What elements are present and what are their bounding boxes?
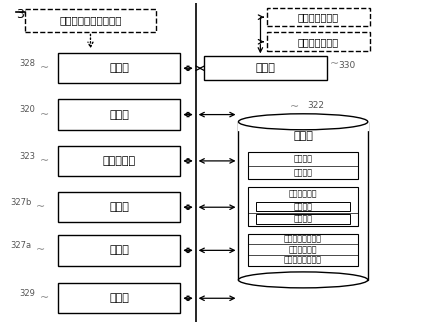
- Text: ~: ~: [40, 110, 49, 120]
- Bar: [248, 187, 358, 226]
- Bar: [248, 152, 358, 179]
- Text: ~: ~: [40, 293, 49, 303]
- Text: 329: 329: [20, 289, 36, 298]
- Bar: [205, 56, 327, 80]
- Text: 外部计算机、外部装置: 外部计算机、外部装置: [59, 15, 122, 25]
- Text: 330: 330: [338, 60, 356, 70]
- Text: 显示部: 显示部: [109, 245, 129, 255]
- Text: 工艺系统: 工艺系统: [293, 215, 313, 224]
- Bar: [58, 235, 180, 266]
- Ellipse shape: [238, 114, 368, 130]
- Bar: [267, 8, 370, 26]
- Text: 323: 323: [20, 151, 36, 161]
- Bar: [25, 9, 156, 32]
- Text: ~: ~: [329, 58, 339, 69]
- Ellipse shape: [238, 272, 368, 288]
- Text: 工艺系统控制器: 工艺系统控制器: [298, 12, 339, 22]
- Text: ~: ~: [40, 156, 49, 166]
- Text: 装置参数: 装置参数: [293, 168, 313, 177]
- Text: 基准工艺波形数据: 基准工艺波形数据: [284, 234, 322, 243]
- Bar: [267, 32, 370, 51]
- Bar: [58, 283, 180, 313]
- Text: 解析部: 解析部: [109, 293, 129, 303]
- Text: ~: ~: [36, 245, 45, 255]
- Bar: [256, 214, 350, 224]
- Text: 搬送系统: 搬送系统: [293, 202, 313, 211]
- Text: 搬送系统控制器: 搬送系统控制器: [298, 37, 339, 47]
- Bar: [58, 192, 180, 222]
- Text: 操作部: 操作部: [109, 202, 129, 212]
- Text: 328: 328: [20, 59, 36, 68]
- Text: 存储部: 存储部: [293, 131, 313, 141]
- Bar: [58, 146, 180, 176]
- Text: 偏差品质数据: 偏差品质数据: [289, 245, 317, 254]
- Text: 配方信息: 配方信息: [293, 154, 313, 163]
- Text: 300: 300: [16, 7, 40, 20]
- Bar: [58, 99, 180, 130]
- Text: ~: ~: [290, 102, 299, 112]
- Text: 监视部: 监视部: [256, 63, 276, 73]
- Text: 320: 320: [20, 105, 36, 114]
- Text: 通信部: 通信部: [109, 63, 129, 73]
- Text: ~: ~: [40, 63, 49, 73]
- Text: 322: 322: [308, 101, 325, 110]
- Text: 327a: 327a: [10, 241, 31, 250]
- Bar: [256, 202, 350, 211]
- Text: 控制部: 控制部: [109, 110, 129, 120]
- Text: 条件变更指令信息: 条件变更指令信息: [284, 256, 322, 265]
- Bar: [58, 53, 180, 84]
- Text: ~: ~: [36, 202, 45, 212]
- Text: 外部存储部: 外部存储部: [103, 156, 135, 166]
- Bar: [238, 122, 368, 280]
- Bar: [248, 234, 358, 266]
- Text: 装置监视数据: 装置监视数据: [289, 189, 317, 198]
- Text: 327b: 327b: [10, 198, 31, 207]
